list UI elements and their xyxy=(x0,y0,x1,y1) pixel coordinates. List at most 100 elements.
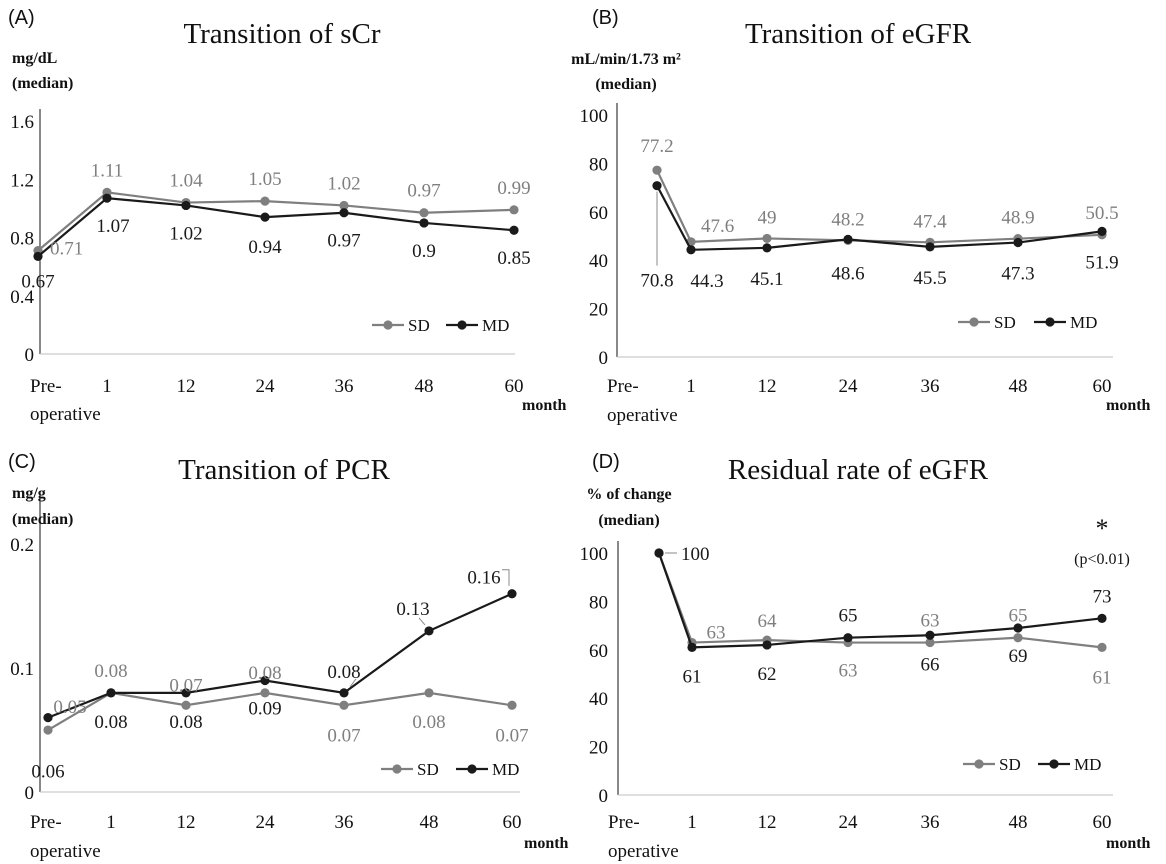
data-point-md xyxy=(419,218,429,228)
x-tick-label: 60 xyxy=(503,812,522,833)
data-label-sd: 47.4 xyxy=(913,211,947,232)
data-label-md: 65 xyxy=(839,606,858,627)
leader-line xyxy=(418,617,426,626)
data-label-md: 0.08 xyxy=(169,712,202,733)
data-point-md xyxy=(1013,237,1023,248)
data-point-sd xyxy=(43,725,53,735)
y-tick-label: 60 xyxy=(589,641,608,662)
data-label-md: 73 xyxy=(1093,586,1112,607)
x-tick-label: Pre- xyxy=(608,812,640,833)
data-point-md xyxy=(339,688,349,698)
y-tick-label: 100 xyxy=(580,106,609,127)
y-tick-label: 0 xyxy=(25,345,35,366)
data-label-md: 1.07 xyxy=(96,216,129,237)
data-point-md xyxy=(686,245,696,255)
data-label-sd: 48.9 xyxy=(1001,208,1034,229)
data-point-sd xyxy=(339,700,349,710)
data-label-md: 0.08 xyxy=(94,712,127,733)
data-label-md: 0.97 xyxy=(327,231,360,252)
data-point-sd xyxy=(339,200,349,211)
data-label-md: 69 xyxy=(1009,646,1028,667)
data-label-md: 45.5 xyxy=(913,268,946,289)
y-axis-label: mL/min/1.73 m² xyxy=(571,51,681,68)
chart-panel-1: (A) Transition of sCr mg/dL (median) 0 0.4 0.8… xyxy=(8,7,567,425)
x-tick-label: Pre- xyxy=(30,812,62,833)
data-label-sd: 0.08 xyxy=(248,663,281,684)
x-axis-label: month xyxy=(1106,835,1151,852)
chart-panel-3: (C) Transition of PCR mg/g (median) 0 0.1 0.2 P… xyxy=(8,451,569,862)
data-label-md: 0.16 xyxy=(467,568,500,589)
data-point-md xyxy=(843,633,853,643)
legend-label-sd: SD xyxy=(994,313,1016,332)
y-tick-label: 80 xyxy=(589,592,608,613)
data-label-md: 1.02 xyxy=(169,223,202,244)
data-label-md: 100 xyxy=(681,544,710,565)
legend-marker-sd xyxy=(969,317,979,327)
data-label-md: 45.1 xyxy=(750,269,783,290)
x-tick-label: 12 xyxy=(758,376,777,397)
data-label-md: 0.09 xyxy=(248,698,281,719)
data-label-md: 0.85 xyxy=(497,248,530,269)
data-label-md: 0.13 xyxy=(396,599,429,620)
legend-marker-sd xyxy=(974,759,984,769)
x-axis-label: month xyxy=(522,397,567,414)
x-tick-label: 12 xyxy=(177,812,196,833)
significance-mark: * xyxy=(1096,514,1109,543)
x-tick-label: 60 xyxy=(1093,812,1112,833)
data-point-sd xyxy=(507,700,517,710)
data-label-md: 44.3 xyxy=(690,271,723,292)
data-point-sd xyxy=(260,196,270,206)
legend-marker-md xyxy=(457,320,467,330)
y-tick-label: 60 xyxy=(589,203,608,224)
data-label-sd: 0.99 xyxy=(497,178,530,199)
data-point-md xyxy=(509,225,519,235)
data-label-md: 51.9 xyxy=(1085,252,1118,273)
legend-label-md: MD xyxy=(1074,755,1101,774)
y-tick-label: 80 xyxy=(589,154,608,175)
data-label-md: 70.8 xyxy=(640,271,673,292)
y-tick-label: 0.8 xyxy=(10,229,34,250)
data-point-md xyxy=(925,630,935,640)
chart-title: Residual rate of eGFR xyxy=(728,454,989,486)
legend-label-sd: SD xyxy=(408,316,430,335)
y-axis-label: (median) xyxy=(12,75,73,92)
data-label-sd: 61 xyxy=(1093,667,1112,688)
data-label-sd: 0.71 xyxy=(50,239,83,260)
x-tick-label: 24 xyxy=(256,812,276,833)
data-point-sd xyxy=(181,700,191,710)
y-tick-label: 1.2 xyxy=(10,170,34,191)
data-label-sd: 1.11 xyxy=(91,160,124,181)
x-tick-label: 12 xyxy=(758,812,777,833)
x-tick-label: 36 xyxy=(335,812,354,833)
leader-line xyxy=(502,569,510,586)
x-tick-label: 48 xyxy=(1009,812,1028,833)
data-point-sd xyxy=(509,205,519,215)
x-tick-label: operative xyxy=(607,405,678,426)
x-tick-label: 12 xyxy=(177,376,196,397)
x-tick-label: 1 xyxy=(686,376,696,397)
data-point-md xyxy=(260,212,270,222)
data-point-md xyxy=(1097,613,1107,623)
x-axis-label: month xyxy=(524,835,569,852)
data-point-sd xyxy=(762,233,772,244)
data-point-md xyxy=(1013,623,1023,633)
y-tick-label: 0 xyxy=(25,783,35,804)
x-tick-label: Pre- xyxy=(30,376,62,397)
data-point-md xyxy=(181,688,191,698)
data-point-md xyxy=(106,688,116,698)
data-point-sd xyxy=(424,688,434,698)
legend-marker-sd xyxy=(392,764,402,774)
panel-letter: (B) xyxy=(592,7,619,29)
legend-marker-md xyxy=(1045,317,1055,327)
data-label-md: 48.6 xyxy=(831,263,864,284)
x-tick-label: 1 xyxy=(102,376,112,397)
data-label-sd: 0.07 xyxy=(327,725,360,746)
x-tick-label: 1 xyxy=(106,812,116,833)
y-tick-label: 20 xyxy=(589,300,608,321)
y-tick-label: 40 xyxy=(589,251,608,272)
data-point-sd xyxy=(925,637,935,648)
data-label-sd: 0.07 xyxy=(495,725,528,746)
data-point-md xyxy=(1097,226,1107,237)
x-tick-label: 60 xyxy=(1093,376,1112,397)
